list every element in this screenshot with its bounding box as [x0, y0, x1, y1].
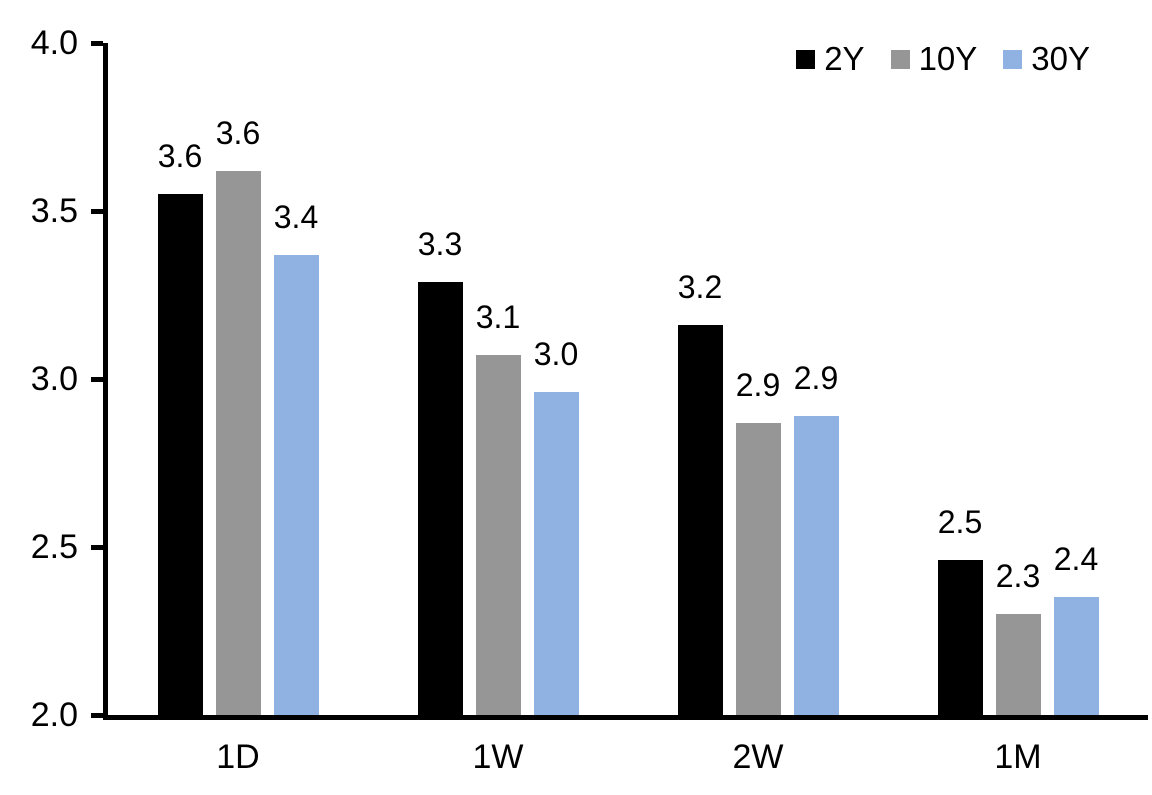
bar-value-label-1m-2y: 2.5 [937, 504, 983, 541]
x-category-label-1d: 1D [216, 738, 260, 776]
y-tick-mark-3-0 [91, 376, 103, 382]
legend: 2Y 10Y 30Y [796, 40, 1090, 78]
legend-swatch-2y [796, 49, 816, 69]
bar-1d-10y [215, 170, 261, 715]
bar-value-label-2w-10y: 2.9 [735, 366, 781, 403]
bar-2w-30y [793, 415, 839, 715]
legend-swatch-30y [1003, 49, 1023, 69]
legend-item-10y: 10Y [890, 40, 978, 78]
bar-value-label-1m-30y: 2.4 [1053, 541, 1099, 578]
bar-value-label-1d-2y: 3.6 [157, 138, 203, 175]
y-tick-mark-2-5 [91, 544, 103, 550]
legend-label-30y: 30Y [1031, 40, 1090, 77]
bar-2w-10y [735, 422, 781, 715]
bar-value-label-1w-2y: 3.3 [417, 225, 463, 262]
bar-value-label-1w-10y: 3.1 [475, 299, 521, 336]
x-category-label-1m: 1M [994, 738, 1042, 776]
legend-label-2y: 2Y [824, 40, 865, 77]
bar-1m-30y [1053, 597, 1099, 715]
bar-value-label-1m-10y: 2.3 [995, 558, 1041, 595]
legend-swatch-10y [890, 49, 910, 69]
bar-1d-2y [157, 194, 203, 715]
bar-value-label-1d-10y: 3.6 [215, 114, 261, 151]
bar-1m-10y [995, 614, 1041, 715]
y-tick-mark-4-0 [91, 40, 103, 46]
bar-value-label-1d-30y: 3.4 [273, 198, 319, 235]
x-category-label-1w: 1W [472, 738, 524, 776]
bar-1d-30y [273, 254, 319, 715]
bar-2w-2y [677, 325, 723, 715]
y-tick-label-3-0: 3.0 [30, 360, 78, 398]
y-tick-label-4-0: 4.0 [30, 24, 78, 62]
bar-1m-2y [937, 560, 983, 715]
bar-1w-2y [417, 281, 463, 715]
y-tick-mark-3-5 [91, 208, 103, 214]
bar-value-label-2w-30y: 2.9 [793, 359, 839, 396]
legend-item-2y: 2Y [796, 40, 865, 78]
x-category-label-2w: 2W [732, 738, 784, 776]
y-tick-label-2-0: 2.0 [30, 696, 78, 734]
y-tick-mark-2-0 [91, 712, 103, 718]
legend-item-30y: 30Y [1003, 40, 1090, 78]
bar-value-label-1w-30y: 3.0 [533, 336, 579, 373]
bar-1w-10y [475, 355, 521, 715]
bar-value-label-2w-2y: 3.2 [677, 269, 723, 306]
y-tick-label-2-5: 2.5 [30, 528, 78, 566]
legend-label-10y: 10Y [918, 40, 978, 77]
plot-area: 3.6 3.6 3.4 3.3 3.1 3.0 3.2 2.9 2.9 2.5 2.3 2.4 [91, 40, 1148, 720]
y-tick-label-3-5: 3.5 [30, 192, 78, 230]
bar-1w-30y [533, 392, 579, 715]
